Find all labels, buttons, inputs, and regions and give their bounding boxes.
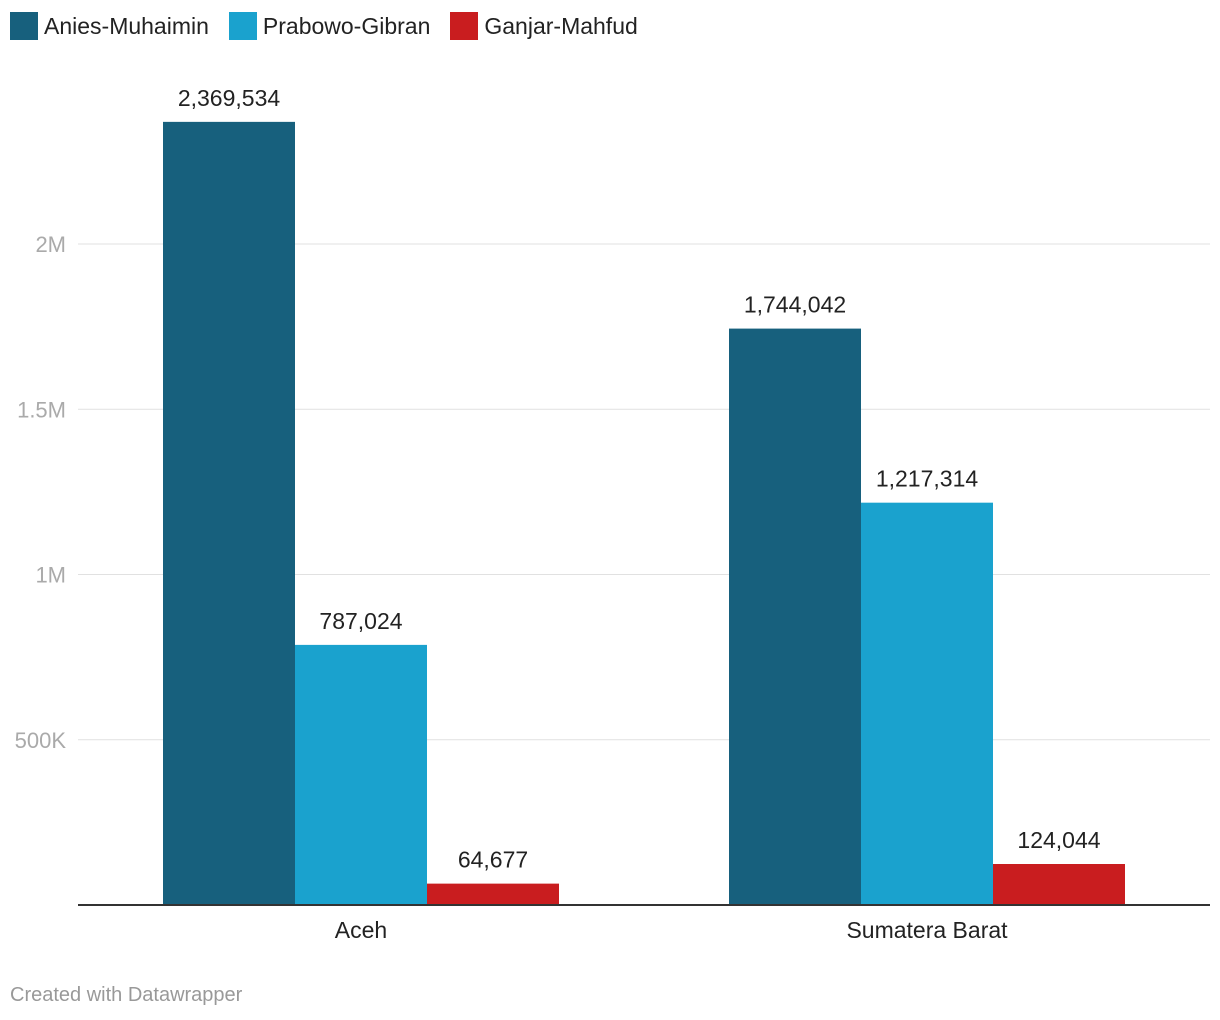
legend-label: Prabowo-Gibran (262, 12, 431, 39)
legend-swatch (10, 12, 38, 40)
legend-swatch (228, 12, 257, 40)
x-category-label: Sumatera Barat (846, 917, 1008, 943)
data-label: 1,744,042 (744, 292, 846, 318)
legend-label: Ganjar-Mahfud (484, 12, 638, 39)
data-label: 124,044 (1017, 827, 1100, 853)
y-tick-label: 1M (35, 563, 66, 588)
bar-chart: 500K 1M 1.5M 2M 2,369,534 787,024 64,677 Aceh 1,… (15, 85, 1210, 943)
bar (295, 644, 427, 905)
data-label: 64,677 (458, 847, 528, 873)
bar (427, 883, 559, 905)
bar (993, 864, 1125, 905)
bar (729, 328, 861, 905)
data-label: 1,217,314 (876, 466, 979, 492)
data-label: 2,369,534 (178, 85, 281, 111)
bar (163, 121, 295, 905)
y-tick-label: 500K (15, 728, 67, 753)
legend-item-anies-muhaimin: Anies-Muhaimin (10, 12, 209, 40)
y-tick-label: 2M (35, 232, 66, 257)
footer-credit: Created with Datawrapper (10, 984, 243, 1006)
legend: Anies-Muhaimin Prabowo-Gibran Ganjar-Mah… (10, 10, 658, 42)
y-tick-label: 1.5M (17, 397, 66, 422)
x-category-label: Aceh (335, 917, 387, 943)
data-label: 787,024 (319, 608, 402, 634)
bar (861, 502, 993, 905)
legend-item-ganjar-mahfud: Ganjar-Mahfud (450, 12, 638, 40)
legend-item-prabowo-gibran: Prabowo-Gibran (228, 12, 431, 40)
legend-swatch (450, 12, 479, 40)
legend-label: Anies-Muhaimin (44, 12, 209, 39)
